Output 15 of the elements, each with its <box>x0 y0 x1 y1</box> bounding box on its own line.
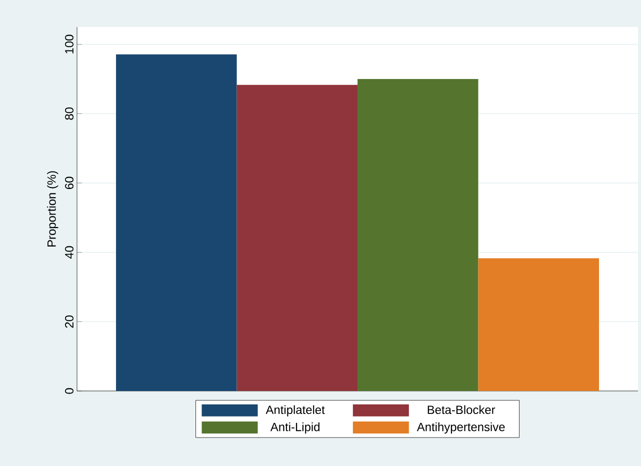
y-tick-label: 40 <box>65 246 74 259</box>
y-axis-title: Proportion (%) <box>47 171 58 247</box>
legend-label: Antiplatelet <box>266 405 325 416</box>
legend-label: Antihypertensive <box>416 422 505 434</box>
y-tick-label: 100 <box>65 34 74 54</box>
bar <box>116 54 237 391</box>
bar <box>236 84 358 391</box>
y-tick-label: 0 <box>65 388 74 394</box>
y-tick-label: 60 <box>65 176 74 190</box>
y-tick-label: 20 <box>65 315 74 328</box>
legend-label: Anti-Lipid <box>270 422 320 434</box>
legend-label: Beta-Blocker <box>428 405 496 414</box>
bar <box>358 78 478 391</box>
bar <box>478 258 600 391</box>
y-tick-label: 80 <box>65 107 74 120</box>
